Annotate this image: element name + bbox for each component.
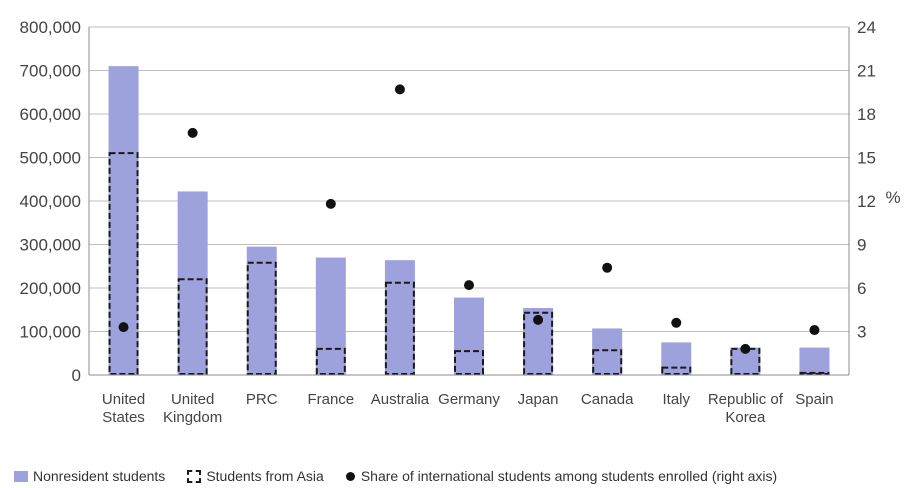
- bar-asia-outline: [454, 350, 484, 376]
- bar-asia-outline: [315, 347, 346, 375]
- legend-item-share: Share of international students among st…: [345, 468, 778, 484]
- right-axis-ticks: 3 6 9 12 15 18 21 24: [857, 18, 876, 342]
- bar-nonresident: [246, 246, 277, 375]
- left-tick-label: 500,000: [20, 149, 81, 168]
- share-dot: [118, 322, 129, 333]
- right-tick-label: 24: [857, 18, 876, 37]
- legend: Nonresident students Students from Asia …: [14, 468, 799, 484]
- right-tick-label: 3: [857, 323, 866, 342]
- category-label: Canada: [581, 391, 634, 408]
- category-label: United States: [102, 391, 145, 426]
- legend-label-asia: Students from Asia: [206, 468, 324, 484]
- right-tick-label: 12: [857, 192, 876, 211]
- bar-nonresident: [661, 342, 692, 375]
- bar-asia-outline: [177, 278, 208, 375]
- legend-label-share: Share of international students among st…: [360, 468, 778, 484]
- legend-item-asia: Students from Asia: [187, 468, 324, 484]
- share-dots: [118, 84, 820, 354]
- category-label: Italy: [663, 391, 691, 408]
- bar-nonresident: [177, 191, 208, 375]
- axes: [88, 27, 850, 376]
- category-label: PRC: [246, 391, 278, 408]
- share-dot: [671, 317, 682, 328]
- left-tick-label: 200,000: [20, 279, 81, 298]
- category-labels: United States United Kingdom PRC France Austra…: [102, 391, 834, 426]
- category-label: Germany: [438, 391, 500, 408]
- right-tick-label: 21: [857, 62, 876, 81]
- bar-asia-outline: [108, 152, 139, 375]
- left-tick-label: 400,000: [20, 192, 81, 211]
- right-tick-label: 18: [857, 105, 876, 124]
- left-tick-label: 0: [72, 366, 81, 385]
- chart: 0 100,000 200,000 300,000 400,000 500,000 600,…: [20, 18, 901, 426]
- share-dot: [602, 262, 613, 273]
- bar-nonresident: [384, 260, 415, 375]
- left-tick-label: 300,000: [20, 236, 81, 255]
- left-tick-label: 600,000: [20, 105, 81, 124]
- bar-asia-outline: [384, 281, 415, 375]
- legend-swatch-asia: [187, 469, 202, 483]
- category-label: Australia: [371, 391, 430, 408]
- legend-swatch-share: [345, 471, 355, 481]
- share-dot: [187, 127, 198, 138]
- left-tick-label: 700,000: [20, 62, 81, 81]
- category-label: United Kingdom: [163, 391, 222, 426]
- left-tick-label: 800,000: [20, 18, 81, 37]
- left-tick-label: 100,000: [20, 323, 81, 342]
- share-dot: [325, 198, 336, 209]
- bar-nonresident: [454, 297, 484, 375]
- right-tick-label: 9: [857, 236, 866, 255]
- grid-lines: [89, 26, 849, 332]
- legend-swatch-nonresident: [14, 470, 28, 482]
- legend-item-nonresident: Nonresident students: [14, 468, 165, 484]
- category-label: Republic of Korea: [708, 391, 784, 426]
- nonresident-bars: [108, 66, 830, 376]
- category-label: Spain: [795, 391, 833, 408]
- asia-outlines: [108, 152, 830, 376]
- bar-asia-outline: [661, 366, 692, 376]
- bar-nonresident: [592, 328, 623, 375]
- category-label: Japan: [518, 391, 559, 408]
- left-axis-ticks: 0 100,000 200,000 300,000 400,000 500,000 600,…: [20, 18, 81, 385]
- share-dot: [533, 314, 544, 325]
- bar-nonresident: [799, 347, 830, 375]
- bar-asia-outline: [523, 311, 554, 376]
- bar-asia-outline: [246, 261, 277, 375]
- share-dot: [464, 280, 474, 291]
- share-dot: [740, 343, 751, 354]
- right-tick-label: 6: [857, 279, 866, 298]
- bar-asia-outline: [799, 371, 830, 376]
- legend-label-nonresident: Nonresident students: [33, 468, 166, 484]
- share-dot: [809, 325, 820, 336]
- right-axis-unit: %: [885, 188, 900, 207]
- share-dot: [394, 84, 405, 95]
- bar-nonresident: [315, 257, 346, 375]
- right-tick-label: 15: [857, 149, 876, 168]
- category-label: France: [307, 391, 354, 408]
- bar-asia-outline: [592, 349, 623, 375]
